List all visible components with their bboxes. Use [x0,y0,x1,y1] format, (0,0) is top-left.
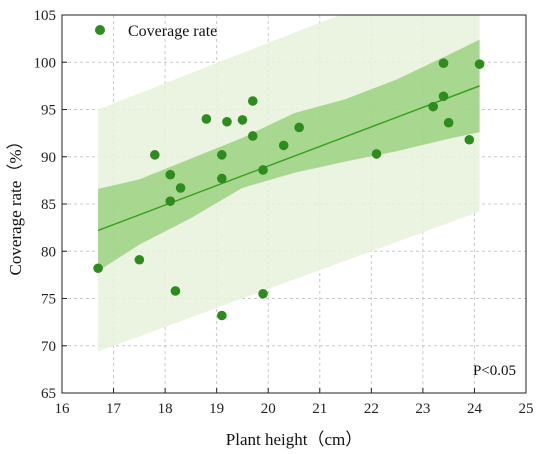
y-tick-label: 70 [41,339,56,355]
y-tick-label: 75 [41,292,56,308]
data-point [237,115,248,125]
y-tick-label: 80 [41,244,56,260]
legend: Coverage rate [95,23,217,40]
data-point [150,150,160,160]
data-point [258,165,268,175]
data-point [170,286,181,296]
data-point [443,117,454,128]
y-axis-title: Coverage rate（%） [6,132,25,275]
data-point [93,263,103,274]
x-tick-label: 20 [261,401,276,417]
data-point [438,91,449,102]
fit-line [97,85,480,232]
data-point [428,101,439,112]
legend-label: Coverage rate [128,23,217,40]
x-axis-ticks: 16 17 18 19 20 21 22 23 24 25 [55,388,534,417]
x-tick-label: 18 [158,401,173,417]
x-tick-label: 24 [467,401,483,417]
x-tick-label: 25 [519,401,534,417]
x-tick-label: 21 [312,401,327,417]
data-point [217,150,227,160]
data-point [201,114,212,124]
y-tick-label: 85 [41,197,56,213]
x-tick-label: 17 [106,401,122,417]
data-point [294,122,304,133]
y-axis-ticks: 65 70 75 80 85 90 95 100 105 [34,8,67,402]
fit-line-group [97,85,480,232]
x-tick-label: 23 [415,401,430,417]
legend-marker [95,25,105,35]
data-point [474,59,485,69]
data-point [217,310,227,321]
data-point [247,131,258,141]
data-point [165,196,176,206]
y-tick-label: 100 [34,55,57,71]
y-tick-label: 105 [34,8,57,24]
data-point [175,183,186,193]
data-point [247,96,258,106]
data-point [217,173,227,184]
data-point [222,116,232,127]
data-point [278,140,289,151]
y-tick-label: 95 [41,103,56,119]
data-point [165,169,176,180]
data-point [438,58,449,68]
x-tick-label: 19 [209,401,224,417]
y-tick-label: 65 [41,386,56,402]
y-tick-label: 90 [41,150,56,166]
bands [98,15,480,352]
x-tick-label: 16 [55,401,71,417]
data-points [93,58,485,321]
confidence-band [98,39,480,272]
x-tick-label: 22 [364,401,379,417]
data-point [371,149,382,159]
data-point [464,134,475,145]
x-axis-title: Plant height（cm） [226,430,362,449]
data-point [134,254,145,265]
p-value-annotation: P<0.05 [473,363,516,379]
data-point [258,288,268,299]
